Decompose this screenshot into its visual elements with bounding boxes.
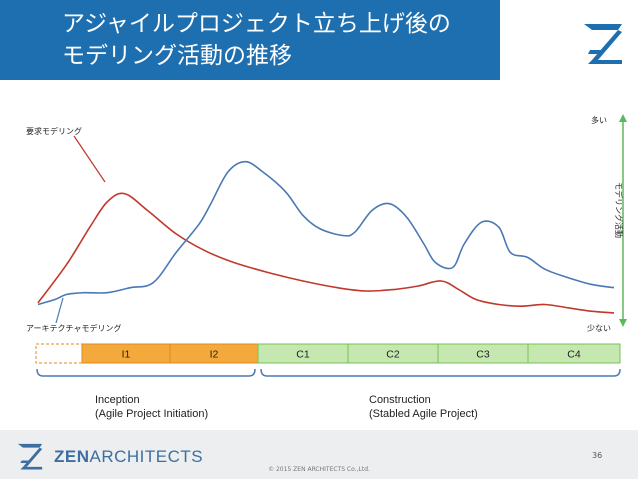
- series-label-requirements: 要求モデリング: [26, 126, 82, 136]
- architecture-modeling-line: [37, 160, 615, 306]
- requirements-label-leader: [73, 135, 106, 183]
- phase-label-c1: C1: [296, 349, 310, 361]
- y-axis-arrow-up: [619, 114, 627, 122]
- brand-prefix: ZEN: [54, 447, 90, 466]
- slide-footer: ZENARCHITECTS 36 © 2015 ZEN ARCHITECTS C…: [0, 430, 638, 479]
- copyright: © 2015 ZEN ARCHITECTS Co.,Ltd.: [268, 466, 370, 473]
- brand-suffix: ARCHITECTS: [89, 447, 204, 466]
- chart-marks: I1 I2 C1 C2 C3 C4: [35, 114, 627, 377]
- requirements-modeling-line: [37, 192, 615, 314]
- y-axis-arrow-down: [619, 319, 627, 327]
- footer-zen-logo-icon: [17, 443, 43, 470]
- y-axis-bottom-label: 少ない: [587, 324, 611, 333]
- title-band: [0, 0, 500, 80]
- phase-label-c3: C3: [476, 349, 490, 361]
- phase-label-c4: C4: [567, 349, 581, 361]
- y-axis-title: モデリング活動: [614, 182, 624, 238]
- construction-bracket: [260, 368, 621, 377]
- modeling-activity-chart: I1 I2 C1 C2 C3 C4 要求モデリング アーキテクチャモデリング 多い 少ない…: [26, 114, 627, 420]
- inception-bracket: [36, 368, 256, 377]
- construction-group-label: Construction: [369, 394, 431, 406]
- phase-cell-pre: [35, 343, 83, 364]
- title-line-1: アジャイルプロジェクト立ち上げ後の: [62, 11, 451, 37]
- slide-header: アジャイルプロジェクト立ち上げ後の モデリング活動の推移: [0, 0, 638, 80]
- series-label-architecture: アーキテクチャモデリング: [26, 323, 121, 333]
- architecture-label-leader: [55, 297, 64, 324]
- zen-logo-icon: [584, 24, 622, 64]
- y-axis-top-label: 多い: [591, 115, 607, 125]
- page-number: 36: [592, 451, 603, 460]
- brand-name: ZENARCHITECTS: [54, 447, 203, 467]
- title-line-2: モデリング活動の推移: [62, 43, 292, 69]
- inception-group-label: Inception: [95, 394, 140, 406]
- phase-label-i1: I1: [122, 349, 131, 361]
- phase-label-i2: I2: [210, 349, 219, 361]
- inception-group-sublabel: (Agile Project Initiation): [95, 408, 208, 420]
- phase-label-c2: C2: [386, 349, 400, 361]
- construction-group-sublabel: (Stabled Agile Project): [369, 408, 478, 420]
- slide-title: アジャイルプロジェクト立ち上げ後の モデリング活動の推移: [62, 8, 451, 72]
- phase-cell-c4: [527, 343, 621, 364]
